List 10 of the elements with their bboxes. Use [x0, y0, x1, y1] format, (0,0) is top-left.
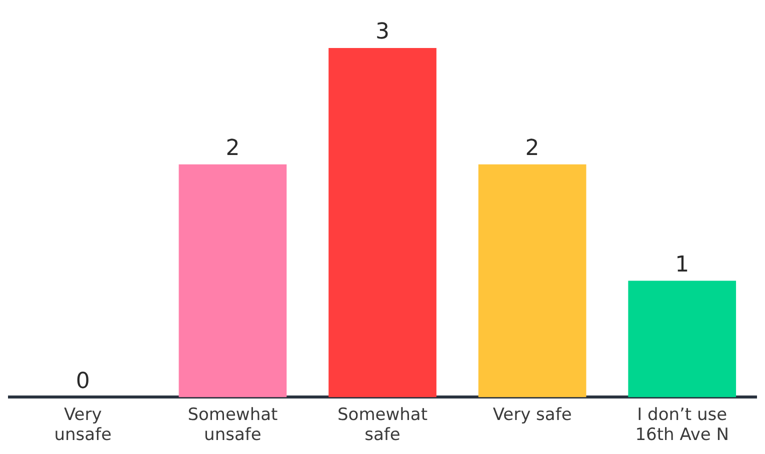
- data-label: 3: [376, 20, 390, 45]
- x-tick-label: Very unsafe: [54, 404, 112, 446]
- data-label: 2: [525, 136, 540, 162]
- x-tick-label: Very safe: [492, 404, 572, 425]
- x-tick-label: Somewhat unsafe: [188, 404, 278, 446]
- data-label: 0: [76, 368, 90, 394]
- x-tick-label: Somewhat safe: [338, 404, 428, 446]
- data-label: 1: [675, 252, 690, 278]
- x-tick-label: I don’t use 16th Ave N: [635, 404, 729, 446]
- data-label: 2: [226, 136, 240, 162]
